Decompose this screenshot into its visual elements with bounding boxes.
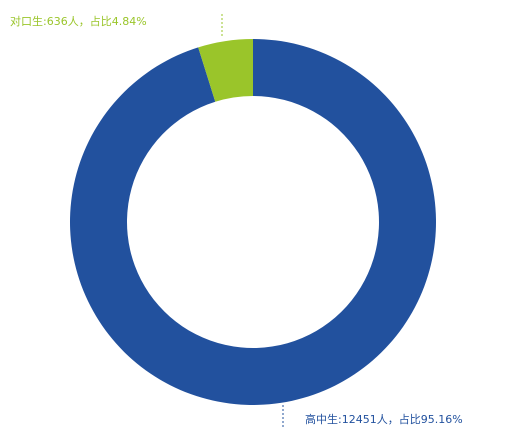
slice-label: 高中生:12451人，占比95.16%: [305, 412, 463, 426]
slice-label: 对口生:636人，占比4.84%: [10, 14, 147, 28]
donut-slice: [198, 39, 253, 102]
donut-slice: [69, 39, 436, 406]
